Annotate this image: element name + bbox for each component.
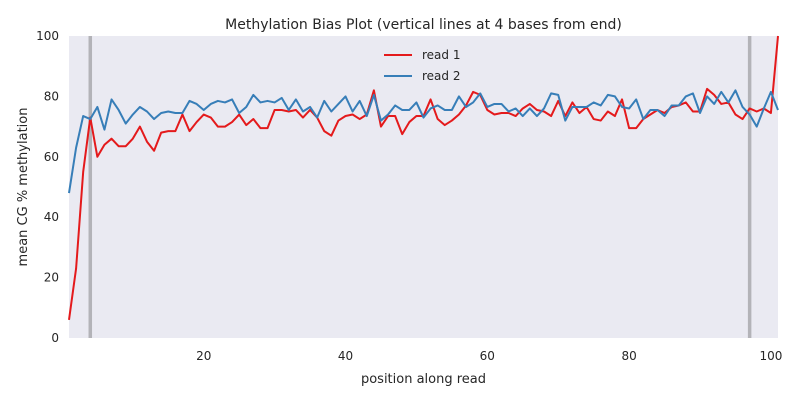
x-tick-label: 40 (338, 349, 353, 363)
y-axis-label: mean CG % methylation (16, 108, 31, 267)
y-tick-label: 100 (36, 29, 59, 43)
series-lines (68, 35, 779, 321)
series-line-read-2 (68, 89, 779, 194)
vertical-lines (88, 36, 752, 338)
chart-title: Methylation Bias Plot (vertical lines at… (225, 17, 622, 33)
x-tick-label: 100 (759, 349, 782, 363)
y-tick-label: 0 (51, 331, 59, 345)
x-tick-label: 20 (196, 349, 211, 363)
y-tick-labels: 0 20 40 60 80 100 (36, 29, 59, 345)
plot-background (69, 36, 778, 338)
legend-label: read 1 (422, 48, 460, 62)
x-tick-label: 80 (621, 349, 636, 363)
x-tick-label: 60 (480, 349, 495, 363)
y-tick-label: 40 (44, 210, 59, 224)
y-tick-label: 80 (44, 89, 59, 103)
legend-label: read 2 (422, 69, 460, 83)
y-tick-label: 20 (44, 271, 59, 285)
legend: read 1 read 2 (384, 48, 460, 83)
x-axis-label: position along read (361, 372, 486, 387)
y-tick-label: 60 (44, 150, 59, 164)
x-tick-labels: 20 40 60 80 100 (196, 349, 782, 363)
